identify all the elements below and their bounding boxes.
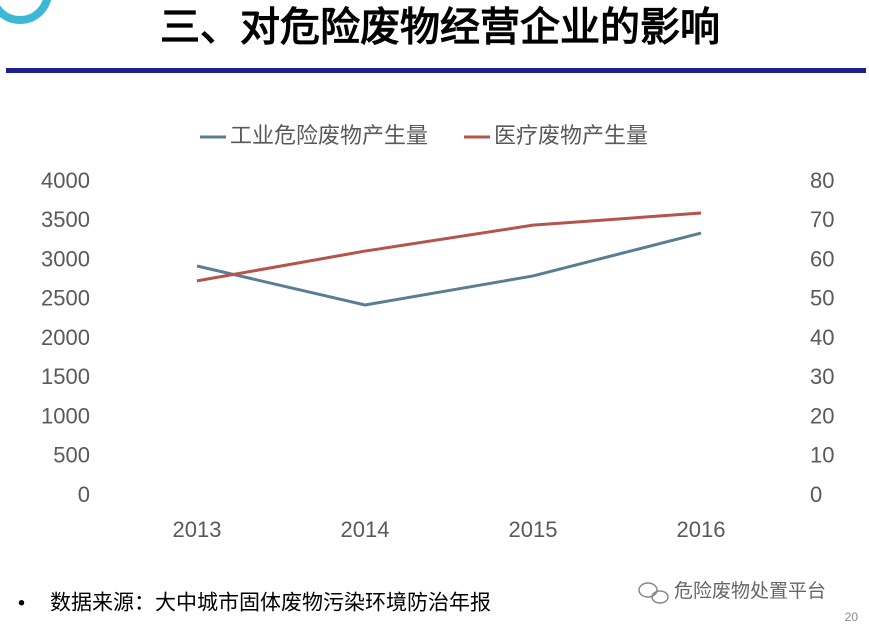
y2-tick-label: 50	[810, 286, 834, 311]
y2-tick-label: 10	[810, 443, 834, 468]
y2-tick-label: 30	[810, 364, 834, 389]
legend-label: 医疗废物产生量	[494, 123, 648, 148]
x-tick-label: 2015	[509, 517, 558, 542]
legend-label: 工业危险废物产生量	[230, 123, 428, 148]
y-tick-label: 3500	[41, 207, 90, 232]
series-line	[196, 231, 702, 307]
y-tick-label: 2500	[41, 286, 90, 311]
y-tick-label: 1500	[41, 364, 90, 389]
slide-title: 三、对危险废物经营企业的影响	[160, 5, 720, 50]
y-tick-label: 1000	[41, 403, 90, 428]
y2-tick-label: 0	[810, 482, 822, 507]
y-tick-label: 4000	[41, 168, 90, 193]
series-line	[196, 211, 702, 283]
y-tick-label: 2000	[41, 325, 90, 350]
y2-tick-label: 80	[810, 168, 834, 193]
y-tick-label: 0	[78, 482, 90, 507]
watermark: 危险废物处置平台	[674, 580, 826, 602]
bullet: •	[18, 592, 25, 614]
watermark-icon	[638, 582, 669, 604]
x-tick-label: 2016	[677, 517, 726, 542]
source: 数据来源：大中城市固体废物污染环境防治年报	[50, 592, 491, 615]
page-number: 20	[845, 610, 859, 624]
title-rule	[6, 68, 866, 73]
y2-tick-label: 20	[810, 403, 834, 428]
y2-tick-label: 70	[810, 207, 834, 232]
y-tick-label: 3000	[41, 246, 90, 271]
decoration	[0, 0, 51, 24]
y2-tick-label: 40	[810, 325, 834, 350]
x-tick-label: 2014	[341, 517, 390, 542]
x-tick-label: 2013	[173, 517, 222, 542]
y-tick-label: 500	[53, 443, 90, 468]
y2-tick-label: 60	[810, 246, 834, 271]
